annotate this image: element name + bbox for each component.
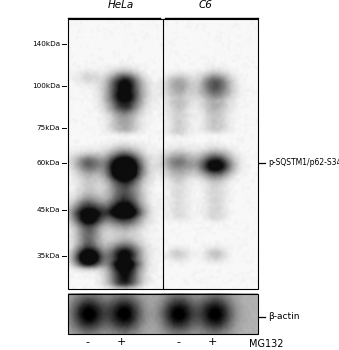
Text: p-SQSTM1/p62-S349: p-SQSTM1/p62-S349 <box>268 158 339 167</box>
Text: HeLa: HeLa <box>107 0 134 10</box>
Text: 75kDa: 75kDa <box>37 125 60 131</box>
Text: -: - <box>85 337 89 347</box>
Text: 100kDa: 100kDa <box>32 83 60 89</box>
Text: MG132: MG132 <box>249 339 284 349</box>
Text: -: - <box>176 337 180 347</box>
Text: 35kDa: 35kDa <box>37 253 60 259</box>
Text: +: + <box>117 337 126 347</box>
Text: 45kDa: 45kDa <box>37 207 60 213</box>
Bar <box>68 294 258 334</box>
Text: 60kDa: 60kDa <box>37 160 60 166</box>
Text: C6: C6 <box>198 0 212 10</box>
Bar <box>68 19 258 289</box>
Text: β-actin: β-actin <box>268 312 299 321</box>
Text: +: + <box>208 337 218 347</box>
Text: 140kDa: 140kDa <box>32 41 60 47</box>
